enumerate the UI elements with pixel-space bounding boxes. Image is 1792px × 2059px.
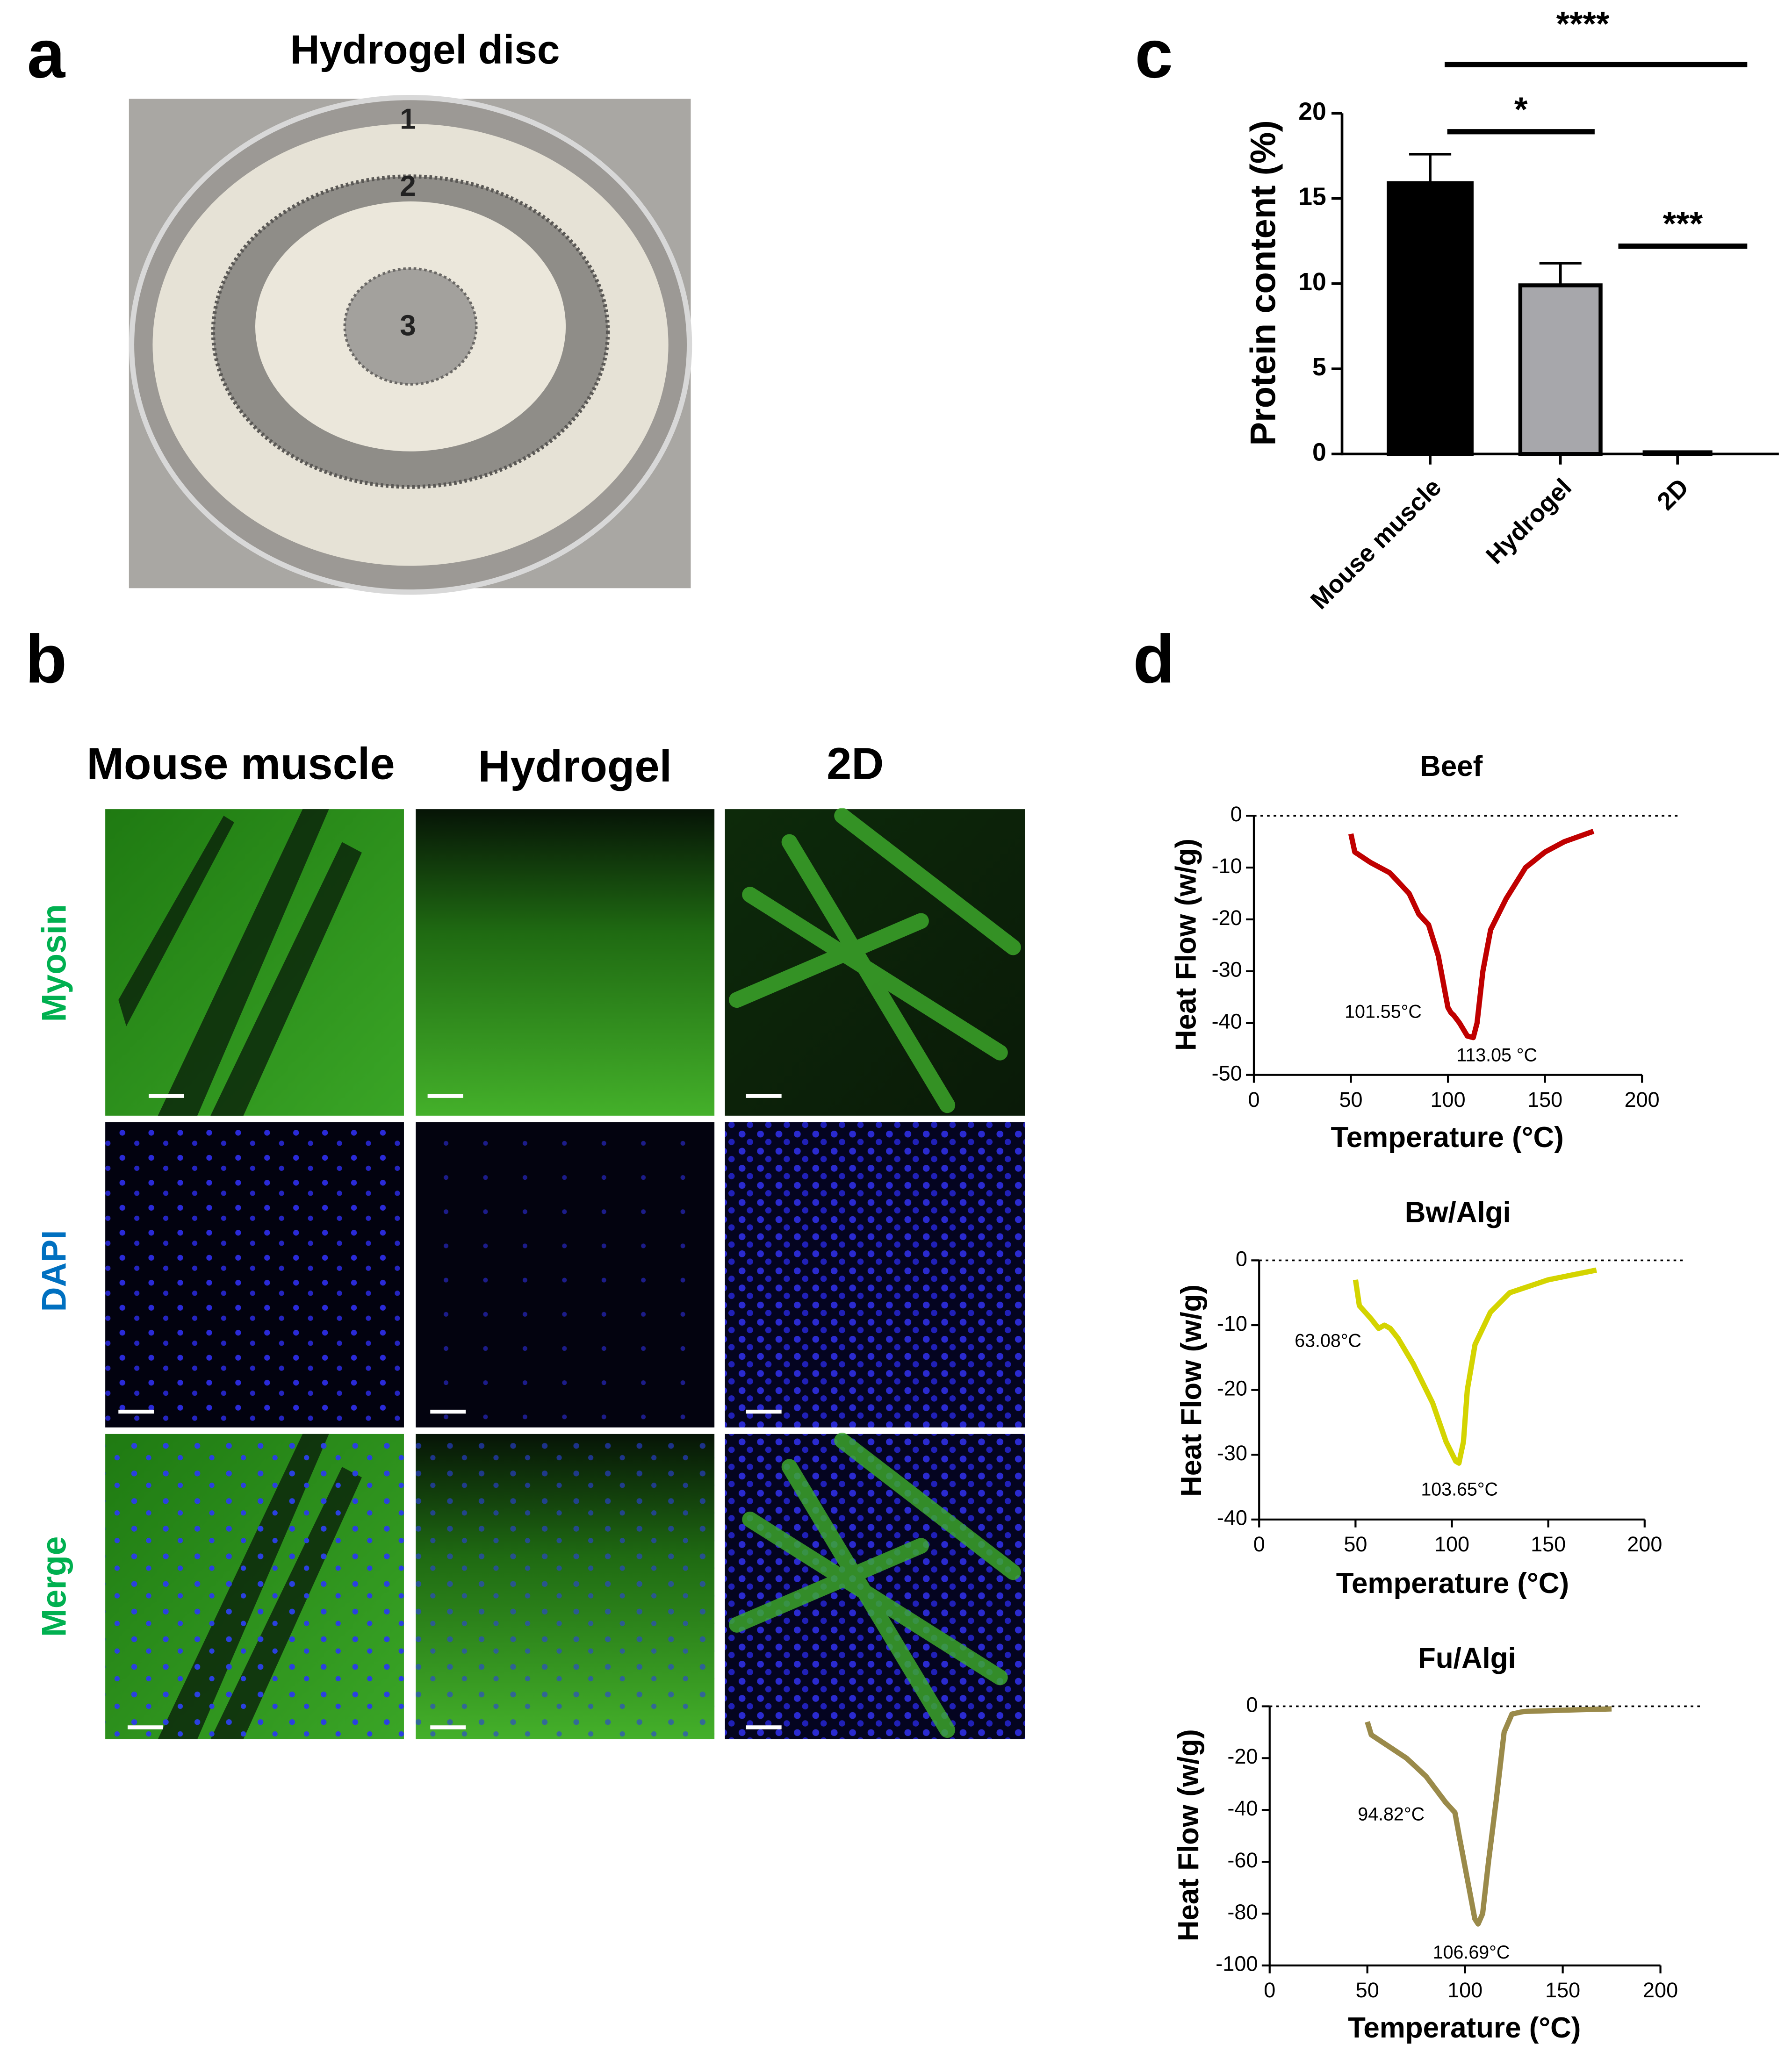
x-tick-label: 50	[1356, 1978, 1379, 2002]
y-tick-label: -100	[1216, 1952, 1258, 1976]
annotation: 63.08°C	[1295, 1330, 1361, 1351]
significance-label: ****	[1556, 5, 1610, 43]
x-tick-label: 150	[1531, 1532, 1566, 1556]
column-label: Mouse muscle	[86, 739, 395, 789]
annotation: 106.69°C	[1433, 1942, 1510, 1963]
y-tick-label: -40	[1217, 1506, 1247, 1530]
y-tick-label: 0	[1236, 1247, 1247, 1270]
y-tick-label: -40	[1227, 1796, 1258, 1820]
significance-label: *	[1514, 90, 1528, 129]
y-tick-label: -10	[1212, 854, 1242, 878]
y-tick-label: -10	[1217, 1312, 1247, 1335]
y-tick-label: -20	[1227, 1744, 1258, 1768]
panel-letter: d	[1133, 621, 1174, 697]
curve	[1348, 829, 1595, 1040]
x-tick-label: 0	[1253, 1532, 1265, 1556]
x-axis-label: Temperature (°C)	[1331, 1121, 1564, 1154]
photo	[129, 94, 692, 595]
x-tick-label: 150	[1545, 1978, 1580, 2002]
y-tick-label: -80	[1227, 1900, 1258, 1924]
x-tick-label: 150	[1527, 1088, 1562, 1112]
row-label: Merge	[35, 1536, 73, 1637]
y-tick-label: 5	[1312, 353, 1326, 381]
curve	[1353, 1267, 1597, 1466]
row-label: DAPI	[35, 1230, 73, 1312]
y-tick-label: -50	[1212, 1061, 1242, 1085]
x-tick-label: 200	[1625, 1088, 1660, 1112]
curve	[1365, 1706, 1612, 1927]
chart-title: Bw/Algi	[1405, 1196, 1511, 1228]
y-tick-label: -30	[1217, 1441, 1247, 1465]
panel-letter: c	[1135, 16, 1173, 93]
y-tick-label: -40	[1212, 1010, 1242, 1033]
y-tick-label: 0	[1312, 438, 1326, 466]
panel-letter: a	[27, 16, 66, 93]
y-tick-label: 15	[1298, 183, 1326, 211]
significance-label: ***	[1663, 205, 1703, 243]
y-tick-label: -60	[1227, 1848, 1258, 1872]
y-tick-label: 0	[1246, 1693, 1258, 1716]
chart-title: Beef	[1420, 750, 1483, 782]
ring-label: 1	[400, 103, 416, 136]
x-tick-label: 0	[1264, 1978, 1275, 2002]
x-tick-label: 200	[1627, 1532, 1662, 1556]
annotation: 94.82°C	[1358, 1804, 1425, 1824]
y-tick-label: 0	[1231, 802, 1242, 826]
row-label: Myosin	[35, 904, 73, 1022]
bar	[1518, 283, 1603, 456]
y-axis-label: Protein content (%)	[1243, 120, 1283, 445]
micrographs	[105, 808, 1025, 1739]
column-label: 2D	[827, 739, 884, 789]
x-tick-label: 50	[1339, 1088, 1362, 1112]
bar	[1387, 181, 1474, 456]
bar	[1642, 450, 1713, 456]
x-tick-label: 100	[1431, 1088, 1466, 1112]
x-tick-label: 100	[1447, 1978, 1483, 2002]
x-tick-label: 0	[1248, 1088, 1259, 1112]
y-tick-label: -20	[1212, 906, 1242, 930]
x-axis-label: Temperature (°C)	[1336, 1567, 1569, 1600]
ring-label: 2	[400, 170, 416, 202]
annotation: 103.65°C	[1421, 1479, 1498, 1499]
x-tick-label: 200	[1643, 1978, 1678, 2002]
panel-letter: b	[25, 621, 67, 697]
x-axis-label: Temperature (°C)	[1348, 2012, 1581, 2044]
y-tick-label: -20	[1217, 1376, 1247, 1400]
y-tick-label: 10	[1298, 268, 1326, 296]
y-axis-label: Heat Flow (w/g)	[1170, 839, 1202, 1051]
y-axis-label: Heat Flow (w/g)	[1175, 1284, 1208, 1497]
x-tick-label: 100	[1434, 1532, 1469, 1556]
ring-label: 3	[400, 309, 416, 342]
column-label: Hydrogel	[478, 741, 672, 791]
y-tick-label: 20	[1298, 98, 1326, 126]
chart-title: Fu/Algi	[1418, 1642, 1516, 1674]
panel-title: Hydrogel disc	[290, 27, 560, 72]
y-tick-label: -30	[1212, 958, 1242, 982]
annotation: 113.05 °C	[1456, 1045, 1537, 1066]
annotation: 101.55°C	[1345, 1002, 1422, 1022]
y-axis-label: Heat Flow (w/g)	[1173, 1729, 1205, 1941]
x-tick-label: 50	[1344, 1532, 1367, 1556]
